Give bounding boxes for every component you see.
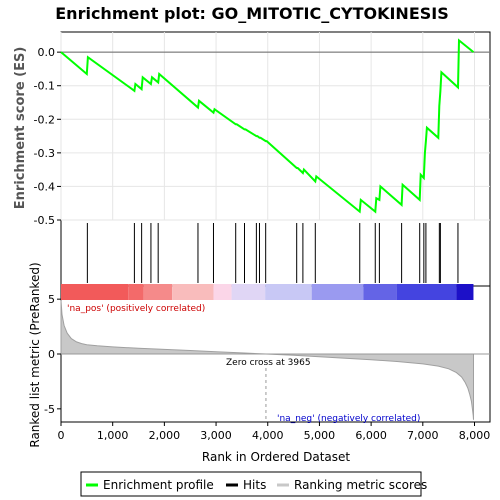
enrichment-profile-line (60, 38, 475, 214)
x-tick-label: 3,000 (200, 429, 232, 442)
es-y-tick-label: -0.1 (34, 80, 55, 93)
hits-panel (60, 219, 491, 287)
es-axis-label: Enrichment score (ES) (13, 47, 28, 210)
ranking-bar-segment (396, 284, 457, 300)
ranking-color-bar (61, 284, 474, 300)
ranking-bar-segment (61, 284, 129, 300)
metric-y-ticks: 5 0 -5 (44, 293, 61, 416)
enrichment-profile-series (60, 38, 475, 214)
metric-y-tick-label: 0 (48, 348, 55, 361)
x-tick-label: 7,000 (407, 429, 439, 442)
x-tick-label: 1,000 (97, 429, 129, 442)
ranking-bar-segment (311, 284, 364, 300)
ranking-bar-segment (265, 284, 312, 300)
x-tick-label: 6,000 (355, 429, 387, 442)
es-y-tick-label: -0.3 (34, 147, 55, 160)
zero-cross-label: Zero cross at 3965 (226, 358, 311, 368)
es-y-tick-label: -0.2 (34, 113, 55, 126)
ranking-bar-segment (456, 284, 474, 300)
pos-label: 'na_pos' (positively correlated) (67, 304, 205, 314)
es-y-ticks: 0.0 -0.1 -0.2 -0.3 -0.4 -0.5 (34, 46, 61, 227)
x-tick-label: 0 (58, 429, 65, 442)
legend (80, 471, 422, 497)
es-y-tick-label: 0.0 (38, 46, 56, 59)
x-axis-label: Rank in Ordered Dataset (202, 450, 350, 464)
x-tick-label: 5,000 (304, 429, 336, 442)
hit-markers (86, 223, 459, 283)
ranking-bar-segment (231, 284, 266, 300)
ranking-metric-area (60, 300, 490, 420)
es-y-tick-label: -0.5 (34, 214, 55, 227)
x-axis-ticks: 0 1,000 2,000 3,000 4,000 5,000 6,000 7,000 8,00… (58, 422, 491, 442)
x-tick-label: 8,000 (459, 429, 491, 442)
metric-y-tick-label: 5 (48, 293, 55, 306)
metric-axis-label: Ranked list metric (PreRanked) (28, 262, 42, 447)
ranking-bar-segment (172, 284, 214, 300)
ranking-bar-segment (213, 284, 232, 300)
es-gridlines (60, 32, 490, 221)
ranking-metric-fill (60, 300, 474, 420)
x-tick-label: 4,000 (252, 429, 284, 442)
legend-ranking-label: Ranking metric scores (294, 478, 427, 492)
neg-label: 'na_neg' (negatively correlated) (277, 414, 420, 424)
ranking-bar-segment (128, 284, 144, 300)
ranking-bar-segment (363, 284, 397, 300)
es-y-tick-label: -0.4 (34, 180, 55, 193)
chart-title: Enrichment plot: GO_MITOTIC_CYTOKINESIS (55, 4, 449, 23)
metric-y-tick-label: -5 (44, 403, 55, 416)
ranking-bar-segment (143, 284, 173, 300)
legend-enrichment-label: Enrichment profile (103, 478, 214, 492)
es-panel (60, 31, 491, 221)
legend-hits-label: Hits (243, 478, 266, 492)
x-tick-label: 2,000 (149, 429, 181, 442)
